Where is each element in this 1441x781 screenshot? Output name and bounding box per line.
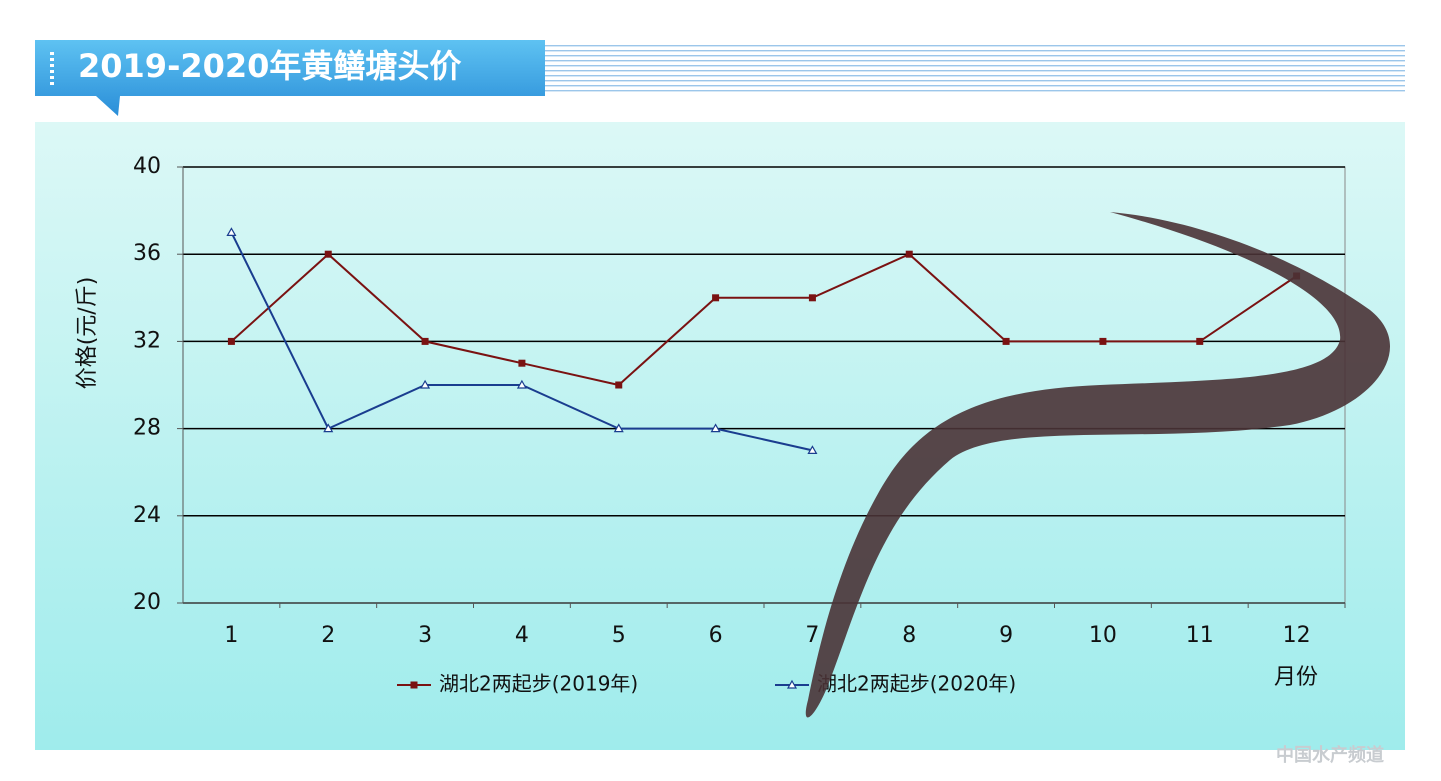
point <box>808 294 816 302</box>
eel-image <box>805 212 1391 718</box>
chart-panel <box>35 122 1405 750</box>
y-tick-label: 32 <box>133 328 161 353</box>
x-tick-label: 9 <box>999 623 1013 648</box>
x-tick-label: 12 <box>1283 623 1311 648</box>
title-banner <box>35 40 545 116</box>
point <box>227 337 235 345</box>
legend-label: 湖北2两起步(2019年) <box>439 672 638 696</box>
point <box>712 294 720 302</box>
y-tick-label: 36 <box>133 241 161 266</box>
point <box>324 250 332 258</box>
x-tick-label: 1 <box>224 623 238 648</box>
point <box>1002 337 1010 345</box>
x-tick-label: 6 <box>709 623 723 648</box>
x-tick-label: 4 <box>515 623 529 648</box>
x-tick-label: 8 <box>902 623 916 648</box>
x-tick-label: 11 <box>1186 623 1214 648</box>
legend-label: 湖北2两起步(2020年) <box>817 672 1016 696</box>
y-tick-label: 28 <box>133 416 161 441</box>
point <box>905 250 913 258</box>
chart-title: 2019-2020年黄鳝塘头价 <box>78 47 461 85</box>
point <box>615 381 623 389</box>
point <box>518 359 526 367</box>
x-tick-label: 10 <box>1089 623 1117 648</box>
series-line <box>230 252 1298 387</box>
x-tick-label: 7 <box>805 623 819 648</box>
y-axis-label: 价格(元/斤) <box>75 277 100 390</box>
watermark: 中国水产频道 <box>1276 744 1384 766</box>
y-tick-label: 40 <box>133 154 161 179</box>
point <box>323 423 334 433</box>
x-tick-label: 2 <box>321 623 335 648</box>
x-tick-label: 3 <box>418 623 432 648</box>
point <box>421 337 429 345</box>
point <box>226 227 237 236</box>
banner-stripes <box>545 42 1405 92</box>
y-tick-label: 24 <box>133 503 161 528</box>
legend-marker <box>410 681 418 689</box>
point <box>1099 337 1107 345</box>
y-tick-label: 20 <box>133 590 161 615</box>
point <box>710 423 721 433</box>
point <box>420 379 431 389</box>
x-axis-label: 月份 <box>1274 665 1318 690</box>
legend-marker <box>786 679 798 689</box>
point <box>516 379 527 389</box>
point <box>613 423 624 433</box>
point <box>807 445 818 454</box>
point <box>1196 337 1204 345</box>
x-tick-label: 5 <box>612 623 626 648</box>
